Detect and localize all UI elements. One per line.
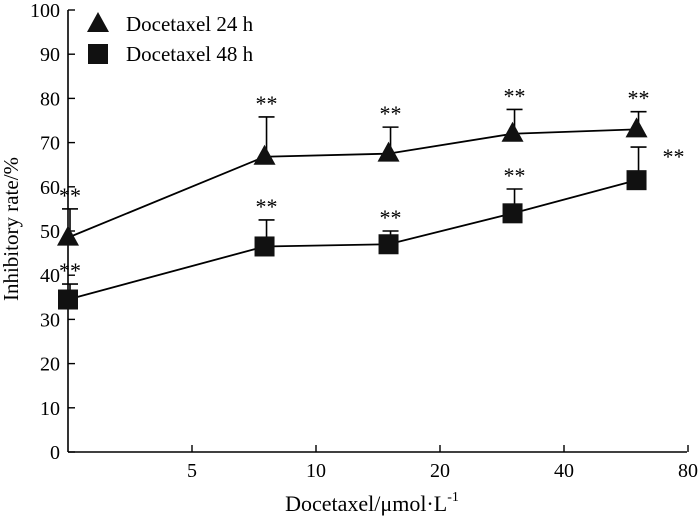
series-2: ** ** ** ** ** (58, 144, 685, 310)
x-ticks: 5 10 20 40 80 (187, 445, 698, 482)
y-tick-label: 80 (40, 88, 60, 110)
data-point-triangle (57, 225, 79, 246)
legend-marker-square (88, 44, 108, 64)
y-tick-label: 0 (50, 442, 60, 464)
y-tick-label: 10 (40, 398, 60, 420)
y-tick-label: 70 (40, 133, 60, 155)
significance-label: ** (663, 144, 685, 169)
y-tick-label: 50 (40, 221, 60, 243)
significance-label: ** (256, 91, 278, 116)
y-tick-label: 40 (40, 265, 60, 287)
significance-label: ** (380, 205, 402, 230)
significance-label: ** (256, 194, 278, 219)
data-point-square (626, 170, 647, 191)
data-point-square (58, 289, 78, 310)
significance-label: ** (504, 163, 526, 188)
data-point-triangle (377, 141, 400, 162)
y-ticks: 0 10 20 30 40 50 60 70 80 90 100 (30, 0, 75, 464)
y-tick-label: 60 (40, 177, 60, 199)
series-line (67, 179, 637, 301)
x-tick-label: 5 (187, 460, 197, 482)
x-tick-label: 20 (430, 460, 450, 482)
x-tick-label: 40 (554, 460, 574, 482)
significance-label: ** (628, 86, 650, 111)
y-tick-label: 20 (40, 354, 60, 376)
significance-label: ** (380, 101, 402, 126)
plot-series: ** ** ** ** ** ** ** ** ** ** (57, 83, 685, 310)
x-axis-label-text: Docetaxel/μmol·L (285, 491, 447, 516)
series-line (67, 128, 637, 239)
data-point-square (502, 203, 523, 224)
x-axis-label: Docetaxel/μmol·L-1 (285, 490, 459, 516)
legend-label: Docetaxel 24 h (126, 12, 254, 36)
series-1: ** ** ** ** ** (57, 83, 650, 246)
data-point-triangle (253, 144, 276, 165)
x-tick-label: 10 (306, 460, 326, 482)
significance-label: ** (59, 258, 81, 283)
significance-label: ** (504, 83, 526, 108)
data-point-triangle (501, 121, 524, 142)
y-tick-label: 100 (30, 0, 60, 22)
y-tick-label: 90 (40, 44, 60, 66)
x-tick-label: 80 (678, 460, 698, 482)
legend: Docetaxel 24 h Docetaxel 48 h (87, 12, 254, 66)
y-tick-label: 30 (40, 309, 60, 331)
data-point-triangle (625, 117, 648, 138)
significance-label: ** (59, 183, 81, 208)
x-axis-label-superscript: -1 (447, 490, 459, 505)
data-point-square (378, 234, 399, 255)
legend-label: Docetaxel 48 h (126, 42, 254, 66)
y-axis-label: Inhibitory rate/% (0, 157, 23, 301)
data-point-square (254, 236, 275, 257)
legend-marker-triangle (87, 12, 109, 32)
